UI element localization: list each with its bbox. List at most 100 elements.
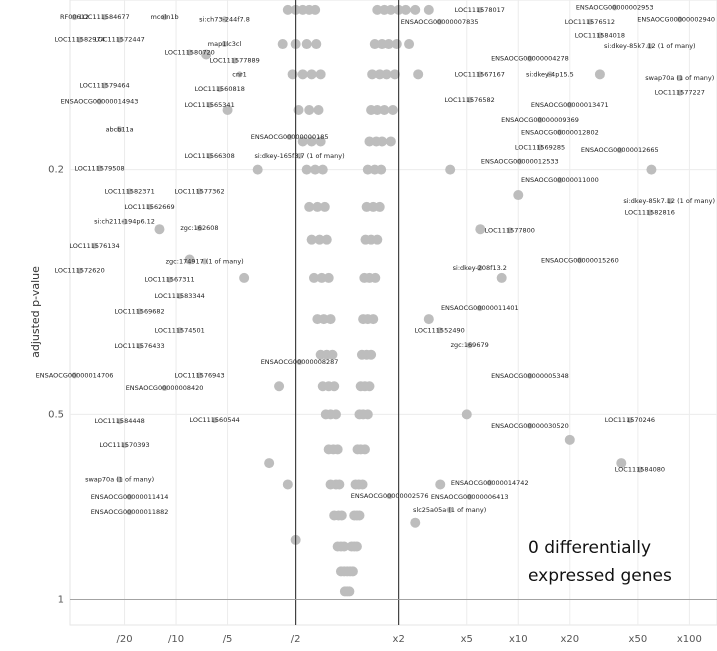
labeled-point (466, 493, 473, 500)
point (304, 201, 315, 212)
labeled-point (646, 43, 653, 50)
point (313, 104, 324, 115)
gene-label: ENSAOCG00000013471 (531, 101, 609, 109)
gene-label: si:ch73-244f7.8 (199, 15, 250, 23)
labeled-point (566, 101, 573, 108)
point (325, 314, 336, 325)
gene-label: LOC111579508 (74, 164, 124, 172)
gene-label: LOC111584677 (79, 13, 129, 21)
gene-label: si:dkey-208f13.2 (453, 264, 507, 272)
gene-label: si:dkey-85k7.12 (1 of many) (604, 42, 696, 50)
point (594, 69, 605, 80)
labeled-point (526, 55, 533, 62)
point (308, 272, 319, 283)
point (327, 349, 338, 360)
gene-label: ENSAOCG00000002953 (576, 3, 654, 11)
labeled-point (96, 165, 103, 172)
point (315, 69, 326, 80)
gene-label: LOC111570393 (99, 441, 149, 449)
labeled-point (196, 188, 203, 195)
point (369, 39, 380, 50)
point (334, 479, 345, 490)
labeled-point (436, 18, 443, 25)
labeled-point (646, 209, 653, 216)
labeled-point (231, 57, 238, 64)
point (282, 4, 293, 15)
gene-label: LOC111566308 (184, 152, 234, 160)
labeled-point (486, 479, 493, 486)
labeled-point (206, 152, 213, 159)
labeled-point (116, 418, 123, 425)
labeled-point (71, 14, 78, 21)
labeled-point (196, 225, 203, 232)
point (301, 39, 312, 50)
labeled-point (236, 71, 243, 78)
labeled-point (386, 493, 393, 500)
gene-label: ENSAOCG00000008420 (126, 384, 204, 392)
annotation: 0 differentially (528, 538, 651, 558)
point (410, 4, 421, 15)
gene-label: LOC111576433 (114, 342, 164, 350)
gene-label: LOC111584018 (575, 31, 625, 39)
gene-label: LOC111567311 (144, 276, 194, 284)
labeled-point (296, 152, 303, 159)
gene-label: LOC111572447 (94, 36, 144, 44)
gene-label: LOC111577227 (655, 89, 705, 97)
labeled-point (666, 198, 673, 205)
point (297, 69, 308, 80)
point (387, 104, 398, 115)
point (362, 164, 373, 175)
point (400, 4, 411, 15)
labeled-point (101, 14, 108, 21)
labeled-point (537, 116, 544, 123)
gene-label: map1lc3cl (208, 40, 242, 48)
gene-label: LOC111576512 (565, 18, 615, 26)
point (564, 434, 575, 445)
labeled-point (176, 327, 183, 334)
gene-label: ENSAOCG00000012802 (521, 128, 599, 136)
point (413, 69, 424, 80)
point (496, 272, 507, 283)
labeled-point (116, 476, 123, 483)
gene-label: ENSAOCG00000000185 (251, 133, 329, 141)
y-tick-label: 0.2 (48, 165, 64, 176)
labeled-point (121, 218, 128, 225)
y-tick-label: 0.5 (48, 409, 64, 420)
labeled-point (506, 227, 513, 234)
labeled-point (126, 188, 133, 195)
gene-label: ENSAOCG00000008287 (261, 358, 339, 366)
labeled-point (196, 372, 203, 379)
point (364, 381, 375, 392)
gene-label: ENSAOCG00000015260 (541, 256, 619, 264)
point (323, 272, 334, 283)
point (252, 164, 263, 175)
x-tick-label: x50 (629, 634, 648, 645)
gene-label: ENSAOCG00000014943 (61, 98, 139, 106)
labeled-point (626, 417, 633, 424)
labeled-point (116, 36, 123, 43)
gene-label: LOC111578017 (455, 6, 505, 14)
gene-label: mcoln1b (151, 13, 179, 21)
labeled-point (161, 14, 168, 21)
point (277, 39, 288, 50)
gene-label: zgc:162608 (180, 224, 218, 232)
x-tick-label: x10 (509, 634, 528, 645)
point (364, 136, 375, 147)
point (332, 444, 343, 455)
gene-label: ENSAOCG00000007835 (401, 18, 479, 26)
point (391, 39, 402, 50)
labeled-point (161, 385, 168, 392)
x-tick-label: /10 (168, 634, 184, 645)
y-axis-label: adjusted p-value (29, 266, 42, 358)
labeled-point (71, 372, 78, 379)
labeled-point (116, 126, 123, 133)
point (372, 234, 383, 245)
point (475, 224, 486, 235)
labeled-point (136, 308, 143, 315)
labeled-point (146, 203, 153, 210)
gene-label: LOC111570246 (605, 416, 655, 424)
point (646, 164, 657, 175)
gene-label: RF00612 (60, 13, 89, 21)
point (306, 234, 317, 245)
labeled-point (436, 327, 443, 334)
